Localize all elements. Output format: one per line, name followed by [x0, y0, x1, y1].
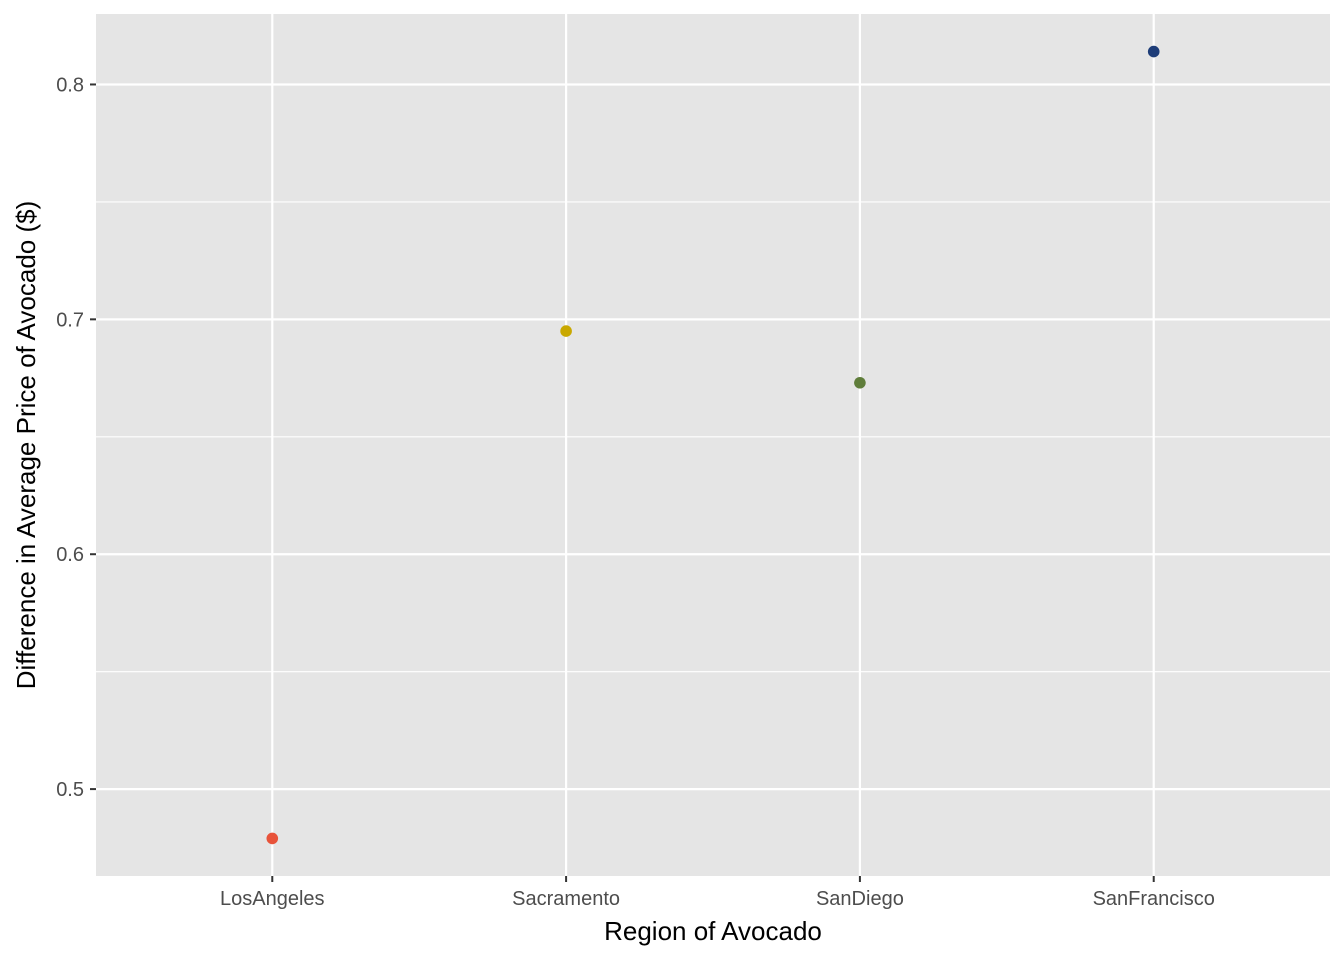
- y-axis-title: Difference in Average Price of Avocado (…: [11, 201, 41, 690]
- data-point: [854, 376, 866, 389]
- data-point: [1147, 45, 1160, 58]
- major-gridlines: [96, 14, 1330, 876]
- data-point: [266, 832, 279, 845]
- plot-panel: [96, 14, 1330, 876]
- x-tick-label: SanDiego: [816, 888, 904, 910]
- data-point: [560, 325, 572, 337]
- y-tick-label: 0.7: [56, 309, 84, 331]
- minor-gridlines: [96, 201, 1330, 673]
- y-axis: 0.5 0.6 0.7 0.8: [56, 74, 96, 801]
- x-axis-title: Region of Avocado: [604, 916, 822, 946]
- x-tick-label: Sacramento: [512, 888, 620, 910]
- x-tick-label: LosAngeles: [220, 888, 325, 910]
- y-tick-label: 0.8: [56, 74, 84, 96]
- data-points: [266, 45, 1160, 845]
- y-tick-label: 0.5: [56, 779, 84, 801]
- x-axis: LosAngeles Sacramento SanDiego SanFrancisco: [220, 876, 1215, 910]
- x-tick-label: SanFrancisco: [1093, 888, 1215, 910]
- y-tick-label: 0.6: [56, 544, 84, 566]
